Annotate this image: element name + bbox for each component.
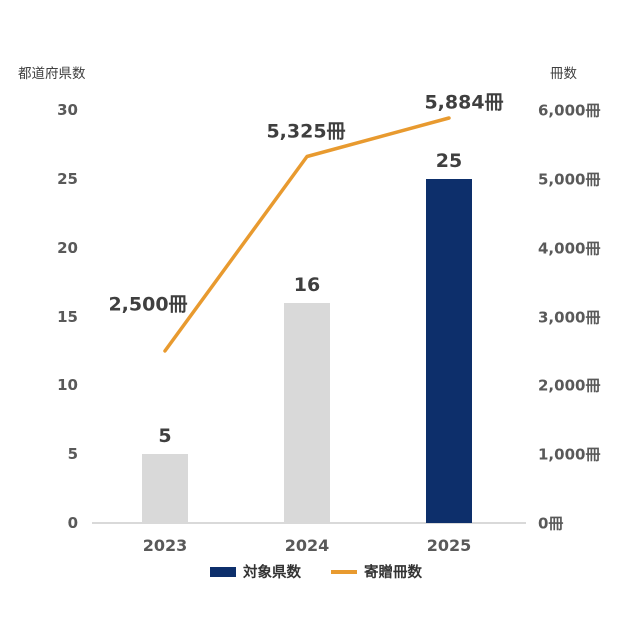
right-axis-tick: 5,000冊 xyxy=(538,170,601,189)
bar-2023[interactable] xyxy=(142,454,188,523)
right-axis-tick: 1,000冊 xyxy=(538,445,601,464)
left-axis-tick: 25 xyxy=(57,169,78,188)
x-axis-label-2024: 2024 xyxy=(284,536,330,555)
bar-2024[interactable] xyxy=(284,302,330,523)
right-axis-tick: 6,000冊 xyxy=(538,101,601,120)
line-value-label: 5,325冊 xyxy=(266,120,346,143)
bar-value-label: 16 xyxy=(293,273,321,296)
left-axis-title: 都道府県数 xyxy=(18,66,86,82)
right-axis-tick: 4,000冊 xyxy=(538,239,601,258)
bar-value-label: 25 xyxy=(435,149,463,172)
left-axis-tick: 10 xyxy=(57,376,78,395)
bar-2025[interactable] xyxy=(426,178,472,523)
left-axis-tick: 0 xyxy=(67,514,78,532)
left-axis-tick: 5 xyxy=(67,445,78,464)
right-axis-tick: 2,000冊 xyxy=(538,376,601,395)
legend: 対象県数 寄贈冊数 xyxy=(0,561,632,582)
bar-value-label: 5 xyxy=(158,425,172,448)
legend-bar-swatch-icon xyxy=(210,566,236,577)
left-axis-tick: 15 xyxy=(57,307,78,326)
right-axis-tick: 3,000冊 xyxy=(538,308,601,326)
line-value-label: 5,884冊 xyxy=(424,91,504,114)
right-axis-title: 冊数 xyxy=(550,66,577,82)
line-value-label: 2,500冊 xyxy=(108,293,188,316)
legend-line-label: 寄贈冊数 xyxy=(364,565,422,581)
left-axis-tick: 30 xyxy=(57,101,78,119)
legend-item-line[interactable]: 寄贈冊数 xyxy=(331,561,422,582)
legend-bar-label: 対象県数 xyxy=(243,565,301,581)
x-axis-label-2025: 2025 xyxy=(426,536,472,555)
right-axis-tick: 0冊 xyxy=(538,514,564,533)
left-axis-tick: 20 xyxy=(57,238,78,257)
x-axis-label-2023: 2023 xyxy=(142,536,188,555)
legend-line-swatch-icon xyxy=(331,569,357,574)
legend-item-bar[interactable]: 対象県数 xyxy=(210,561,301,582)
